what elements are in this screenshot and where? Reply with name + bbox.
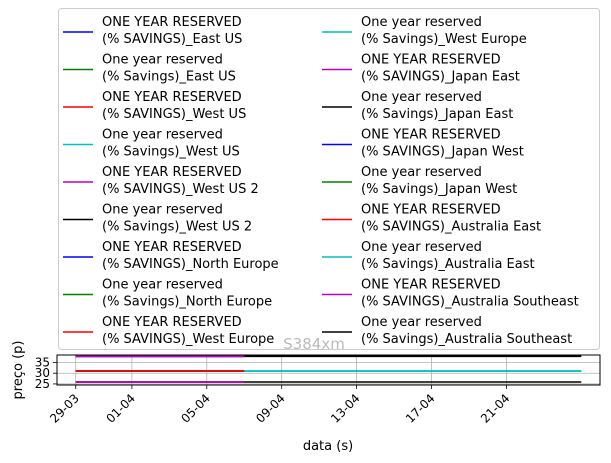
legend-item: One year reserved (% Savings)_Australia S…: [322, 315, 572, 347]
legend-item: ONE YEAR RESERVED (% SAVINGS)_Japan West: [322, 128, 524, 160]
legend-item: ONE YEAR RESERVED (% SAVINGS)_North Europ…: [63, 240, 279, 272]
legend-item: ONE YEAR RESERVED (% SAVINGS)_West US: [63, 90, 246, 122]
legend-item: One year reserved (% Savings)_Japan West: [322, 165, 517, 197]
legend-item: One year reserved (% Savings)_North Europ…: [63, 278, 272, 310]
legend-label: ONE YEAR RESERVED (% SAVINGS)_Japan West: [361, 128, 524, 160]
legend-label: One year reserved (% Savings)_East US: [102, 53, 236, 85]
legend-label: One year reserved (% Savings)_Japan West: [361, 165, 517, 197]
legend-item: ONE YEAR RESERVED (% SAVINGS)_West Europe: [63, 315, 274, 347]
legend-item: One year reserved (% Savings)_East US: [63, 53, 236, 85]
legend-item: One year reserved (% Savings)_West US 2: [63, 203, 252, 235]
legend-label: ONE YEAR RESERVED (% SAVINGS)_East US: [102, 15, 242, 47]
legend-item: ONE YEAR RESERVED (% SAVINGS)_Australia E…: [322, 203, 541, 235]
legend-label: One year reserved (% Savings)_Australia E…: [361, 240, 535, 272]
legend-item: One year reserved (% Savings)_West US: [63, 128, 240, 160]
legend: ONE YEAR RESERVED (% SAVINGS)_East US One …: [58, 8, 600, 350]
legend-label: One year reserved (% Savings)_West Europe: [361, 15, 527, 47]
y-tick-label: 35: [35, 356, 50, 370]
legend-label: One year reserved (% Savings)_Japan East: [361, 90, 513, 122]
legend-label: ONE YEAR RESERVED (% SAVINGS)_Australia E…: [361, 203, 541, 235]
legend-label: ONE YEAR RESERVED (% SAVINGS)_Australia S…: [361, 278, 579, 310]
legend-item: ONE YEAR RESERVED (% SAVINGS)_West US 2: [63, 165, 259, 197]
legend-label: ONE YEAR RESERVED (% SAVINGS)_North Europ…: [102, 240, 279, 272]
legend-label: One year reserved (% Savings)_West US: [102, 128, 240, 160]
legend-label: ONE YEAR RESERVED (% SAVINGS)_West US 2: [102, 165, 259, 197]
legend-label: ONE YEAR RESERVED (% SAVINGS)_West Europe: [102, 315, 274, 347]
legend-frame: [58, 8, 600, 350]
chart-title: S384xm: [283, 335, 345, 353]
y-tick-label: 25: [35, 377, 50, 391]
legend-label: One year reserved (% Savings)_North Europ…: [102, 278, 272, 310]
x-axis-label: data (s): [303, 439, 353, 454]
legend-label: One year reserved (% Savings)_West US 2: [102, 203, 252, 235]
legend-label: ONE YEAR RESERVED (% SAVINGS)_Japan East: [361, 53, 520, 85]
legend-item: One year reserved (% Savings)_Australia E…: [322, 240, 535, 272]
y-axis-label: preço (p): [11, 341, 26, 400]
axes-frame: [56, 354, 601, 386]
y-tick-label: 30: [35, 366, 50, 380]
legend-item: ONE YEAR RESERVED (% SAVINGS)_Japan East: [322, 53, 520, 85]
legend-item: ONE YEAR RESERVED (% SAVINGS)_Australia S…: [322, 278, 579, 310]
legend-item: One year reserved (% Savings)_Japan East: [322, 90, 513, 122]
legend-item: One year reserved (% Savings)_West Europe: [322, 15, 527, 47]
legend-item: ONE YEAR RESERVED (% SAVINGS)_East US: [63, 15, 242, 47]
legend-label: One year reserved (% Savings)_Australia S…: [361, 315, 572, 347]
legend-label: ONE YEAR RESERVED (% SAVINGS)_West US: [102, 90, 246, 122]
